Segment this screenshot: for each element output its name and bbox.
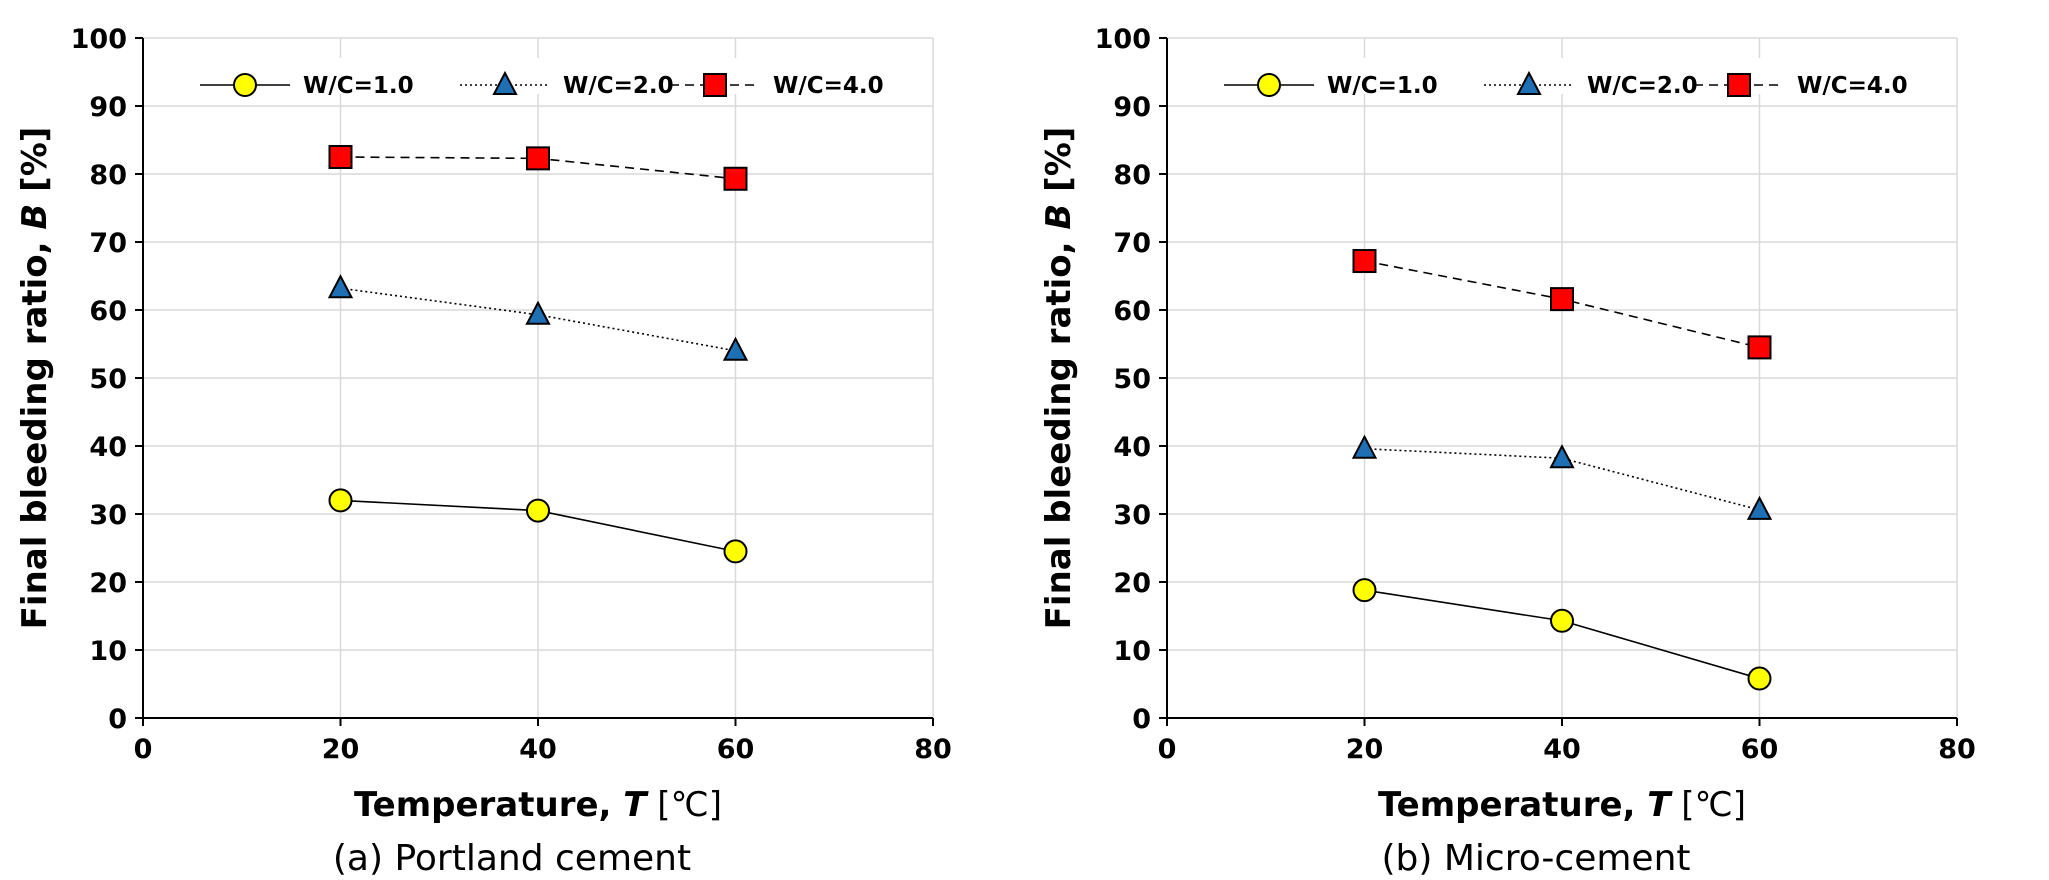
y-tick-label: 50 — [89, 364, 127, 395]
legend-label: W/C=4.0 — [773, 73, 884, 99]
y-tick-label: 80 — [1113, 160, 1151, 191]
series-square — [1352, 249, 1772, 360]
y-tick-label: 10 — [89, 636, 127, 667]
legend-label: W/C=4.0 — [1797, 73, 1908, 99]
data-point-square — [1550, 287, 1574, 312]
chart-a: 0 10 20 30 40 50 60 70 80 90 100 0 20 40 60 80 Temperatu… — [15, 24, 952, 825]
series-line — [340, 287, 736, 352]
legend: W/C=1.0 W/C=2.0 W/C=4.0 — [1214, 58, 1908, 99]
legend-marker-circle — [1257, 73, 1281, 97]
caption-b: (b) Micro-cement — [1381, 838, 1691, 879]
y-tick-label: 20 — [89, 568, 127, 599]
legend-marker-triangle — [492, 70, 518, 95]
x-tick-label: 60 — [717, 734, 755, 765]
y-tick-label: 50 — [1113, 364, 1151, 395]
legend-label: W/C=1.0 — [303, 73, 414, 99]
x-tick-label: 0 — [1158, 734, 1177, 765]
chart-panel-a: 0 10 20 30 40 50 60 70 80 90 100 0 20 40 60 80 Temperatu… — [0, 0, 1024, 880]
y-tick-label: 90 — [1113, 92, 1151, 123]
x-tick-label: 0 — [134, 734, 153, 765]
x-tick-label: 40 — [1543, 734, 1581, 765]
x-tick-label: 20 — [322, 734, 360, 765]
data-point-triangle — [327, 274, 354, 299]
y-tick-label: 100 — [71, 24, 127, 55]
data-point-triangle — [525, 300, 551, 325]
series-triangle — [1351, 434, 1773, 520]
data-point-circle — [526, 498, 550, 523]
y-tick-label: 90 — [89, 92, 127, 123]
y-tick-label: 60 — [1113, 296, 1151, 327]
y-axis-title: Final bleeding ratio, B [%] — [15, 127, 55, 630]
x-tick-label: 80 — [914, 734, 952, 765]
data-point-circle — [1352, 578, 1377, 603]
legend: W/C=1.0 W/C=2.0 W/C=4.0 — [190, 58, 884, 99]
series-square — [328, 145, 748, 191]
y-tick-label: 100 — [1095, 24, 1151, 55]
data-point-triangle — [1549, 444, 1575, 469]
x-tick-label: 60 — [1741, 734, 1779, 765]
caption-a: (a) Portland cement — [332, 838, 692, 879]
legend-label: W/C=2.0 — [563, 73, 674, 99]
data-point-triangle — [1351, 434, 1378, 459]
legend-marker-triangle — [1516, 70, 1542, 95]
data-point-square — [1747, 335, 1772, 360]
y-tick-label: 40 — [89, 432, 127, 463]
data-point-circle — [723, 539, 748, 564]
y-tick-label: 80 — [89, 160, 127, 191]
data-point-square — [328, 145, 353, 169]
y-tick-label: 0 — [1132, 704, 1151, 735]
data-point-square — [1352, 249, 1377, 274]
legend-marker-square — [703, 73, 727, 97]
gridlines — [143, 37, 934, 718]
data-point-triangle — [722, 336, 749, 361]
y-tick-label: 70 — [89, 228, 127, 259]
y-tick-label: 0 — [108, 704, 127, 735]
chart-b: 0 10 20 30 40 50 60 70 80 90 100 0 20 40 60 80 Temperatu… — [1039, 24, 1976, 825]
y-tick-label: 40 — [1113, 432, 1151, 463]
y-tick-label: 30 — [89, 500, 127, 531]
data-point-circle — [1747, 666, 1772, 691]
data-point-square — [723, 166, 748, 191]
x-tick-label: 20 — [1346, 734, 1384, 765]
y-tick-label: 60 — [89, 296, 127, 327]
legend-marker-circle — [233, 73, 257, 97]
legend-background — [1214, 58, 1864, 94]
chart-panel-b: 0 10 20 30 40 50 60 70 80 90 100 0 20 40 60 80 Temperatu… — [1024, 0, 2048, 880]
series-line — [1364, 447, 1760, 511]
legend-marker-square — [1727, 73, 1751, 97]
data-point-circle — [1550, 608, 1574, 633]
series-circle — [328, 488, 748, 564]
y-tick-label: 70 — [1113, 228, 1151, 259]
x-tick-label: 40 — [519, 734, 557, 765]
y-axis-title: Final bleeding ratio, B [%] — [1039, 127, 1079, 630]
data-point-triangle — [1746, 495, 1773, 520]
x-axis-title: Temperature, T [℃] — [1378, 785, 1746, 825]
legend-label: W/C=1.0 — [1327, 73, 1438, 99]
y-tick-label: 20 — [1113, 568, 1151, 599]
y-tick-label: 30 — [1113, 500, 1151, 531]
series-triangle — [327, 274, 749, 361]
x-tick-label: 80 — [1938, 734, 1976, 765]
data-point-circle — [328, 488, 353, 513]
legend-background — [190, 58, 840, 94]
y-tick-label: 10 — [1113, 636, 1151, 667]
x-axis-title: Temperature, T [℃] — [354, 785, 722, 825]
data-point-square — [526, 146, 550, 171]
series-circle — [1352, 578, 1772, 691]
legend-label: W/C=2.0 — [1587, 73, 1698, 99]
